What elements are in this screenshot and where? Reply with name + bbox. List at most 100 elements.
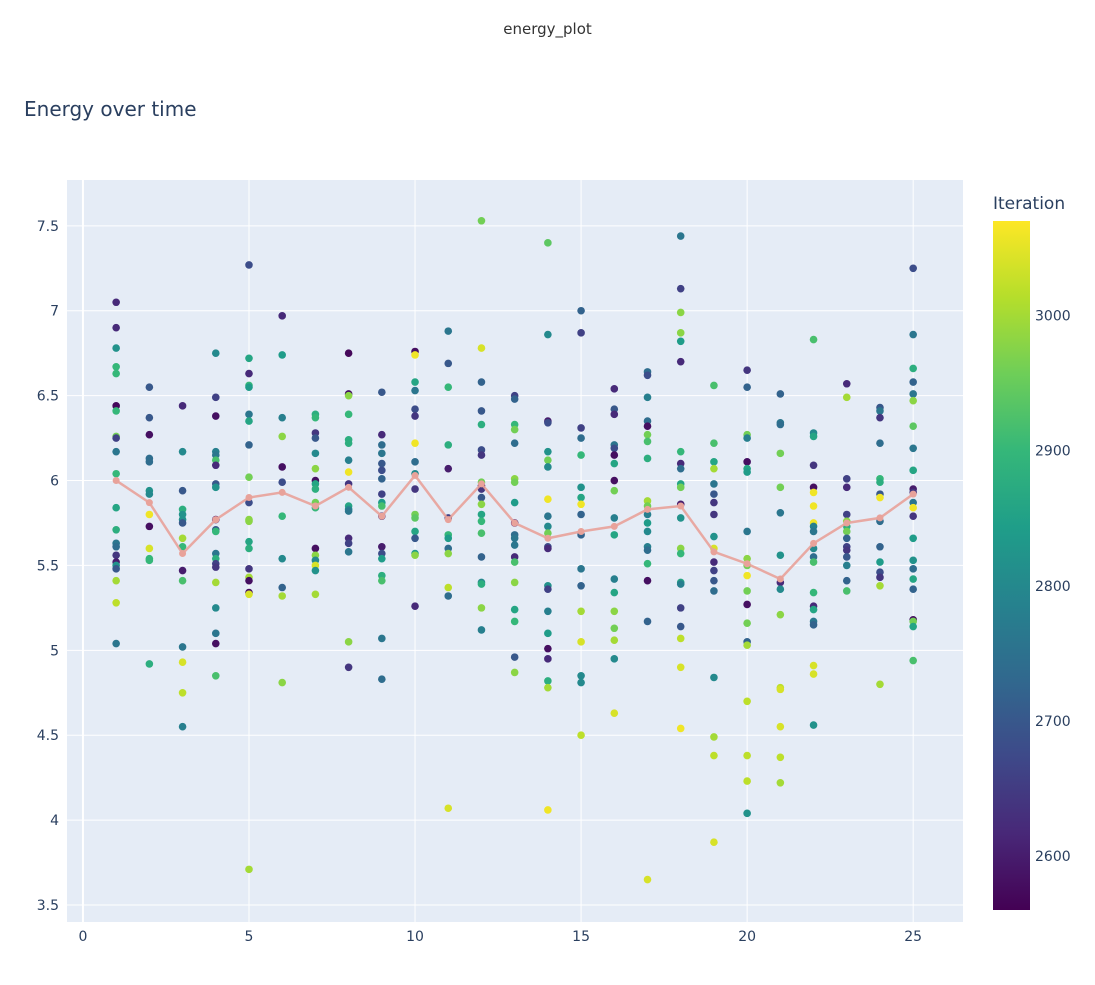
data-point	[876, 478, 884, 487]
data-point	[211, 563, 220, 571]
data-point	[676, 580, 685, 588]
data-point	[411, 412, 419, 420]
data-point	[311, 566, 320, 575]
data-point	[378, 490, 386, 498]
data-point	[610, 575, 619, 583]
data-point	[510, 605, 519, 614]
data-point	[112, 639, 120, 648]
data-point	[112, 598, 120, 607]
data-point	[444, 464, 453, 473]
x-tick-label: 0	[78, 929, 87, 945]
mean-point	[311, 502, 319, 510]
data-point	[278, 592, 286, 600]
data-point	[211, 629, 220, 638]
data-point	[743, 809, 751, 818]
data-point	[743, 751, 751, 760]
mean-point	[644, 505, 652, 513]
data-point	[278, 512, 286, 520]
data-point	[577, 424, 585, 432]
data-point	[876, 680, 884, 689]
data-point	[577, 434, 585, 442]
data-point	[245, 473, 253, 481]
data-point	[643, 527, 652, 536]
mean-point	[511, 519, 519, 527]
data-point	[610, 655, 619, 663]
data-point	[444, 359, 453, 368]
y-tick-label: 4.5	[37, 728, 59, 744]
data-point	[444, 804, 453, 813]
data-point	[842, 587, 851, 595]
data-point	[178, 688, 187, 697]
data-point	[311, 413, 320, 422]
data-point	[211, 412, 220, 420]
data-point	[245, 383, 253, 391]
x-tick-label: 10	[406, 929, 424, 945]
data-point	[178, 658, 187, 667]
data-point	[743, 554, 751, 563]
data-point	[112, 469, 120, 478]
data-point	[676, 357, 685, 366]
data-point	[245, 498, 253, 507]
data-point	[477, 510, 486, 519]
data-point	[676, 464, 685, 473]
data-point	[676, 549, 685, 558]
data-point	[643, 576, 652, 585]
data-point	[643, 617, 652, 626]
data-point	[245, 517, 253, 526]
data-point	[610, 531, 619, 539]
mean-point	[743, 560, 751, 568]
data-point	[444, 583, 453, 592]
data-point	[112, 576, 120, 585]
data-point	[278, 583, 286, 592]
data-point	[378, 576, 386, 585]
data-point	[145, 556, 154, 565]
data-point	[411, 439, 419, 447]
data-point	[776, 722, 785, 731]
data-point	[278, 554, 286, 563]
data-point	[676, 663, 685, 672]
data-point	[477, 604, 486, 612]
data-point	[444, 534, 453, 543]
data-point	[809, 461, 818, 470]
mean-point	[345, 483, 353, 491]
data-point	[344, 507, 353, 515]
data-point	[211, 349, 220, 357]
data-point	[876, 573, 884, 582]
data-point	[245, 354, 253, 363]
data-point	[710, 733, 718, 741]
x-tick-label: 5	[245, 929, 254, 945]
data-point	[112, 542, 120, 551]
data-point	[245, 576, 253, 585]
data-point	[378, 388, 386, 397]
data-point	[876, 542, 884, 551]
data-point	[344, 410, 353, 419]
data-point	[643, 559, 652, 568]
data-point	[610, 385, 619, 393]
data-point	[743, 777, 751, 785]
data-point	[909, 656, 917, 665]
data-point	[610, 624, 619, 633]
data-point	[344, 539, 353, 548]
data-point	[577, 565, 585, 573]
data-point	[411, 514, 419, 522]
data-point	[112, 525, 120, 534]
data-point	[544, 544, 552, 553]
data-point	[909, 466, 917, 475]
data-point	[178, 576, 187, 585]
data-point	[809, 588, 818, 597]
data-point	[743, 434, 751, 442]
data-point	[610, 709, 619, 717]
data-point	[112, 434, 120, 442]
data-point	[178, 447, 187, 456]
data-point	[411, 551, 419, 560]
data-point	[378, 459, 386, 468]
data-point	[676, 483, 685, 492]
data-point	[510, 617, 519, 626]
data-point	[743, 527, 751, 536]
data-point	[444, 441, 453, 449]
data-point	[211, 604, 220, 612]
data-point	[411, 386, 419, 395]
mean-point	[544, 534, 552, 542]
data-point	[710, 498, 718, 507]
